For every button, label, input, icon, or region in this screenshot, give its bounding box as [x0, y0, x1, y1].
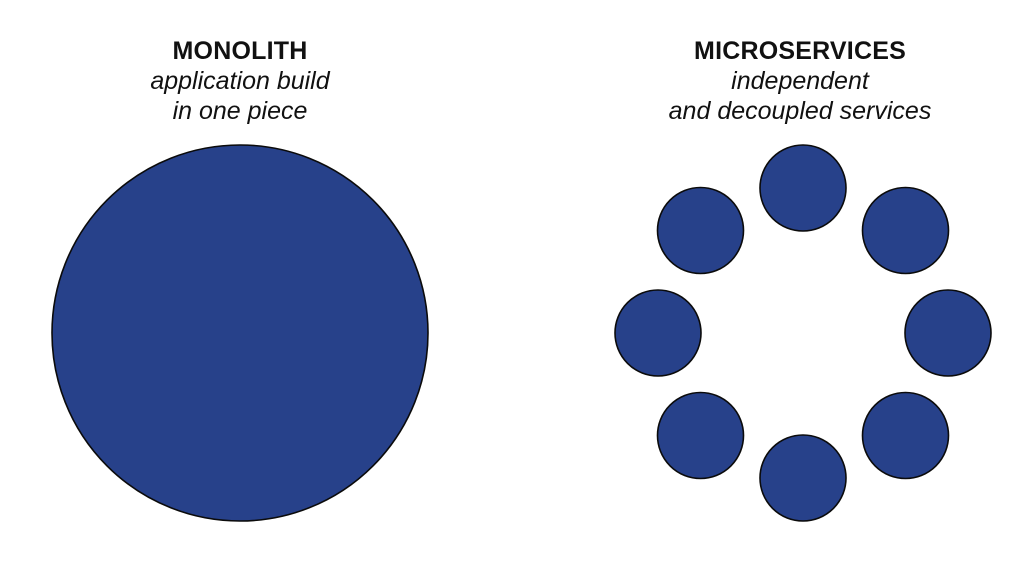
- microservices-title: MICROSERVICES: [694, 37, 906, 65]
- microservice-circle: [656, 391, 745, 480]
- microservice-circle: [861, 391, 950, 480]
- monolith-caption: MONOLITH application build in one piece: [90, 36, 390, 126]
- microservice-circle: [759, 144, 847, 232]
- monolith-subtitle-line-2: in one piece: [172, 97, 308, 125]
- microservices-subtitle-line-1: independent: [731, 67, 869, 95]
- microservice-circle: [759, 434, 847, 522]
- microservice-circle: [861, 186, 950, 275]
- microservices-subtitle-line-2: and decoupled services: [668, 97, 932, 125]
- monolith-subtitle-line-1: application build: [150, 67, 330, 95]
- microservice-circle: [614, 289, 702, 377]
- microservice-circle: [904, 289, 992, 377]
- microservices-caption: MICROSERVICES independent and decoupled …: [620, 36, 980, 126]
- monolith-circle: [51, 144, 429, 522]
- monolith-title: MONOLITH: [172, 37, 308, 65]
- microservice-circle: [656, 186, 745, 275]
- microservices-ring: [614, 144, 992, 522]
